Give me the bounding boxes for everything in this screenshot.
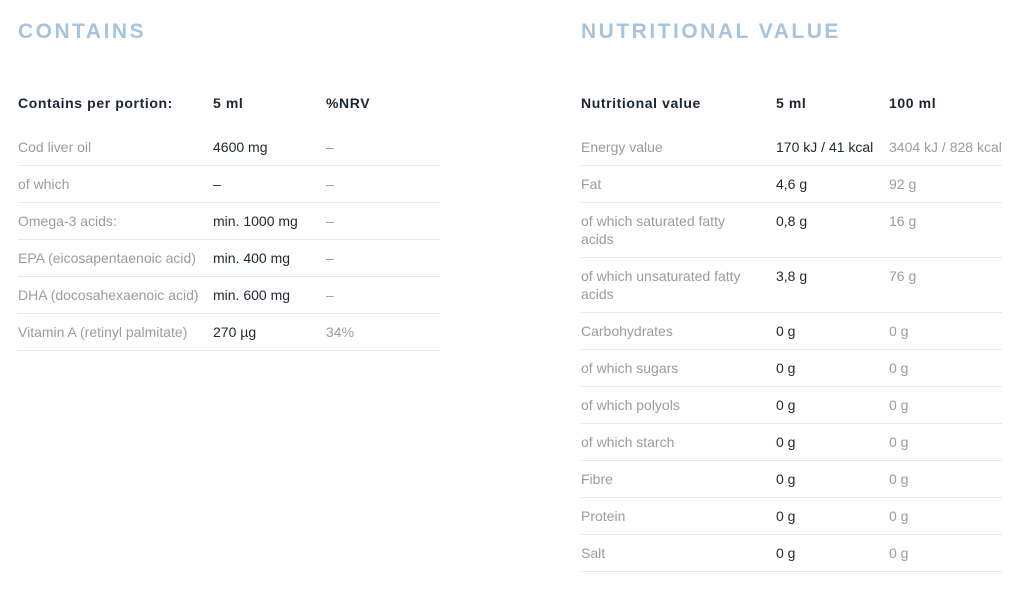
row-value-5ml: 4600 mg xyxy=(213,139,268,155)
nutritional-header-row: Nutritional value 5 ml 100 ml xyxy=(581,94,1002,129)
row-value-100ml: 0 g xyxy=(889,434,909,450)
row-label: Fibre xyxy=(581,471,613,487)
nutritional-header-5ml: 5 ml xyxy=(776,95,807,111)
row-label: Energy value xyxy=(581,139,663,155)
table-row: of which starch 0 g 0 g xyxy=(581,424,1002,461)
row-value-100ml: 92 g xyxy=(889,176,917,192)
row-value-5ml: 0 g xyxy=(776,360,796,376)
row-value-5ml: 0 g xyxy=(776,397,796,413)
row-value-100ml: 76 g xyxy=(889,268,917,284)
row-label: Fat xyxy=(581,176,602,192)
table-row: of which – – xyxy=(18,166,440,203)
table-row: of which unsaturated fatty acids 3,8 g 7… xyxy=(581,258,1002,313)
row-value-5ml: min. 400 mg xyxy=(213,250,291,266)
contains-header-per-portion: Contains per portion: xyxy=(18,95,173,111)
nutritional-value-section: NUTRITIONAL VALUE Nutritional value 5 ml… xyxy=(581,20,1002,572)
nutritional-header-100ml: 100 ml xyxy=(889,95,937,111)
row-value-100ml: 0 g xyxy=(889,360,909,376)
row-value-100ml: 0 g xyxy=(889,471,909,487)
row-value-nrv: – xyxy=(326,176,334,192)
row-value-100ml: 3404 kJ / 828 kcal xyxy=(889,139,1002,155)
row-label: of which unsaturated fatty acids xyxy=(581,268,741,302)
row-label: of which starch xyxy=(581,434,675,450)
row-value-5ml: 170 kJ / 41 kcal xyxy=(776,139,874,155)
contains-section-title: CONTAINS xyxy=(18,20,147,43)
row-value-100ml: 0 g xyxy=(889,545,909,561)
table-row: Protein 0 g 0 g xyxy=(581,498,1002,535)
contains-section: CONTAINS Contains per portion: 5 ml %NRV… xyxy=(18,20,440,351)
row-label: of which saturated fatty acids xyxy=(581,213,725,247)
table-row: Energy value 170 kJ / 41 kcal 3404 kJ / … xyxy=(581,129,1002,166)
table-row: Omega-3 acids: min. 1000 mg – xyxy=(18,203,440,240)
row-label: Carbohydrates xyxy=(581,323,673,339)
row-value-5ml: min. 600 mg xyxy=(213,287,291,303)
nutritional-value-section-title: NUTRITIONAL VALUE xyxy=(581,20,841,43)
row-value-5ml: 0 g xyxy=(776,471,796,487)
row-label: Cod liver oil xyxy=(18,139,92,155)
row-label: Vitamin A (retinyl palmitate) xyxy=(18,324,188,340)
contains-header-nrv: %NRV xyxy=(326,95,371,111)
table-row: Cod liver oil 4600 mg – xyxy=(18,129,440,166)
row-value-nrv: – xyxy=(326,250,334,266)
table-row: Carbohydrates 0 g 0 g xyxy=(581,313,1002,350)
table-row: Vitamin A (retinyl palmitate) 270 µg 34% xyxy=(18,314,440,351)
row-value-100ml: 0 g xyxy=(889,323,909,339)
row-label: Omega-3 acids: xyxy=(18,213,117,229)
row-value-5ml: 4,6 g xyxy=(776,176,808,192)
row-value-5ml: 0 g xyxy=(776,508,796,524)
row-value-nrv: – xyxy=(326,213,334,229)
table-row: Fibre 0 g 0 g xyxy=(581,461,1002,498)
row-value-5ml: – xyxy=(213,176,221,192)
row-value-100ml: 0 g xyxy=(889,508,909,524)
row-value-5ml: min. 1000 mg xyxy=(213,213,298,229)
table-row: of which polyols 0 g 0 g xyxy=(581,387,1002,424)
nutritional-header-label: Nutritional value xyxy=(581,95,701,111)
row-value-nrv: – xyxy=(326,139,334,155)
row-value-5ml: 0 g xyxy=(776,434,796,450)
row-value-100ml: 0 g xyxy=(889,397,909,413)
row-value-nrv: – xyxy=(326,287,334,303)
table-row: of which sugars 0 g 0 g xyxy=(581,350,1002,387)
table-row: Fat 4,6 g 92 g xyxy=(581,166,1002,203)
row-label: of which polyols xyxy=(581,397,680,413)
table-row: Salt 0 g 0 g xyxy=(581,535,1002,572)
row-label: EPA (eicosapentaenoic acid) xyxy=(18,250,196,266)
table-row: of which saturated fatty acids 0,8 g 16 … xyxy=(581,203,1002,258)
row-value-5ml: 3,8 g xyxy=(776,268,808,284)
contains-header-row: Contains per portion: 5 ml %NRV xyxy=(18,94,440,129)
row-value-100ml: 16 g xyxy=(889,213,917,229)
row-value-5ml: 0 g xyxy=(776,323,796,339)
table-row: EPA (eicosapentaenoic acid) min. 400 mg … xyxy=(18,240,440,277)
contains-header-5ml: 5 ml xyxy=(213,95,244,111)
row-label: Protein xyxy=(581,508,626,524)
row-label: Salt xyxy=(581,545,606,561)
row-value-5ml: 0 g xyxy=(776,545,796,561)
row-value-5ml: 0,8 g xyxy=(776,213,808,229)
row-label: of which sugars xyxy=(581,360,679,376)
row-value-nrv: 34% xyxy=(326,324,355,340)
row-label: DHA (docosahexaenoic acid) xyxy=(18,287,199,303)
row-value-5ml: 270 µg xyxy=(213,324,257,340)
row-label: of which xyxy=(18,176,70,192)
table-row: DHA (docosahexaenoic acid) min. 600 mg – xyxy=(18,277,440,314)
